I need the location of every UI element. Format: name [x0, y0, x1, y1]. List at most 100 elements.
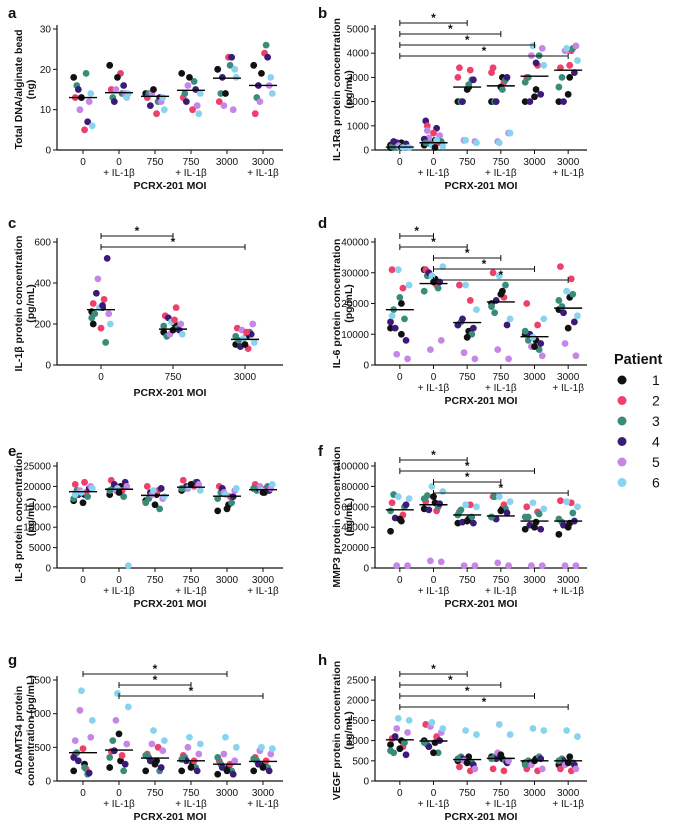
data-point-patient-5 [123, 740, 131, 748]
data-point-patient-5 [494, 559, 502, 567]
data-point-patient-3 [454, 755, 462, 763]
data-point-patient-6 [88, 122, 96, 130]
x-tick-label: 750 [147, 157, 164, 168]
data-point-patient-5 [220, 102, 228, 110]
data-point-patient-6 [439, 725, 447, 732]
data-point-patient-1 [566, 74, 574, 81]
data-point-patient-6 [258, 743, 265, 751]
data-point-patient-6 [196, 487, 204, 494]
data-point-patient-1 [555, 530, 563, 538]
data-point-patient-1 [497, 290, 505, 298]
data-point-patient-6 [495, 139, 503, 147]
data-point-patient-1 [387, 741, 394, 749]
x-tick-label: 750 [183, 157, 200, 168]
y-axis-label: IL-1Ra protein concentration [331, 18, 343, 161]
data-point-patient-1 [186, 74, 193, 81]
data-point-patient-6 [160, 493, 168, 500]
data-point-patient-1 [241, 341, 249, 348]
data-point-patient-5 [231, 757, 239, 765]
x-tick-sublabel: + IL-1β [175, 586, 207, 597]
data-point-patient-1 [250, 61, 258, 69]
data-point-patient-3 [106, 487, 114, 494]
data-point-patient-3 [109, 737, 117, 744]
panel-label: d [318, 215, 327, 232]
data-point-patient-4 [157, 485, 165, 492]
data-point-patient-6 [159, 94, 167, 101]
data-point-patient-3 [262, 41, 270, 49]
y-tick-label: 40000 [341, 523, 369, 534]
data-point-patient-6 [231, 65, 239, 73]
y-axis-label: (pg/mL) [343, 284, 355, 323]
x-tick-sublabel: + IL-1β [485, 168, 517, 179]
data-point-patient-1 [387, 527, 394, 535]
x-tick-sublabel: + IL-1β [552, 586, 584, 597]
data-point-patient-3 [521, 327, 529, 335]
data-point-patient-4 [391, 733, 399, 740]
x-axis-label: PCRX-201 MOI [134, 598, 207, 610]
x-tick-label: 3000 [252, 788, 275, 799]
y-tick-label: 0 [45, 146, 51, 157]
data-point-patient-6 [439, 142, 447, 150]
legend-item-label: 6 [652, 475, 660, 491]
data-point-patient-4 [537, 340, 545, 347]
data-point-patient-3 [156, 505, 164, 513]
y-tick-label: 3000 [347, 73, 370, 84]
data-point-patient-3 [521, 78, 529, 86]
data-point-patient-1 [106, 764, 114, 771]
x-axis-label: PCRX-201 MOI [445, 180, 518, 192]
data-point-patient-3 [569, 290, 577, 298]
data-point-patient-1 [223, 767, 231, 775]
panel-b: b 0 1000 2000 3000 4000 5000 IL-1Ra protein con… [318, 5, 587, 192]
data-point-patient-1 [150, 86, 157, 93]
y-tick-label: 0 [363, 361, 369, 372]
data-point-patient-1 [250, 767, 258, 775]
data-point-patient-2 [534, 321, 541, 329]
y-tick-label: 20000 [341, 543, 369, 554]
x-tick-sublabel: + IL-1β [485, 799, 517, 810]
significance-star: * [482, 44, 487, 58]
y-tick-label: 500 [34, 743, 51, 754]
data-point-patient-6 [462, 281, 470, 289]
data-point-patient-5 [85, 98, 93, 105]
data-point-patient-1 [463, 333, 471, 341]
y-tick-label: 0 [45, 564, 51, 575]
data-point-patient-6 [563, 727, 571, 734]
y-tick-label: 40000 [341, 238, 369, 249]
legend-item-label: 3 [652, 413, 660, 429]
data-point-patient-6 [250, 339, 258, 346]
data-point-patient-5 [76, 706, 84, 714]
data-point-patient-4 [436, 500, 444, 508]
data-point-patient-4 [570, 69, 578, 76]
x-tick-label: 750 [459, 788, 476, 799]
x-tick-sublabel: + IL-1β [103, 799, 135, 810]
data-point-patient-1 [115, 730, 123, 738]
data-point-patient-5 [267, 750, 275, 758]
y-tick-label: 10000 [341, 330, 369, 341]
data-point-patient-6 [540, 727, 548, 734]
x-tick-label: 0 [116, 575, 122, 586]
data-point-patient-4 [265, 767, 273, 775]
data-point-patient-5 [572, 765, 580, 773]
significance-star: * [465, 684, 470, 698]
data-point-patient-3 [465, 81, 473, 89]
significance-star: * [465, 470, 470, 484]
data-point-patient-6 [428, 719, 436, 726]
x-tick-label: 3000 [252, 575, 275, 586]
data-point-patient-5 [249, 320, 257, 328]
significance-star: * [431, 235, 436, 249]
data-point-patient-1 [151, 760, 159, 768]
panel-label: a [8, 5, 17, 22]
y-axis-label: IL-8 protein concentration [13, 452, 25, 582]
data-point-patient-3 [190, 78, 198, 85]
y-axis-label: MMP3 protein concentration [331, 446, 343, 587]
data-point-patient-1 [106, 61, 114, 69]
data-point-patient-6 [529, 725, 537, 732]
x-tick-sublabel: + IL-1β [485, 586, 517, 597]
panel-label: g [8, 652, 17, 669]
data-point-patient-5 [256, 98, 264, 105]
data-point-patient-1 [178, 767, 186, 775]
data-point-patient-1 [79, 499, 87, 507]
data-point-patient-5 [404, 562, 411, 569]
